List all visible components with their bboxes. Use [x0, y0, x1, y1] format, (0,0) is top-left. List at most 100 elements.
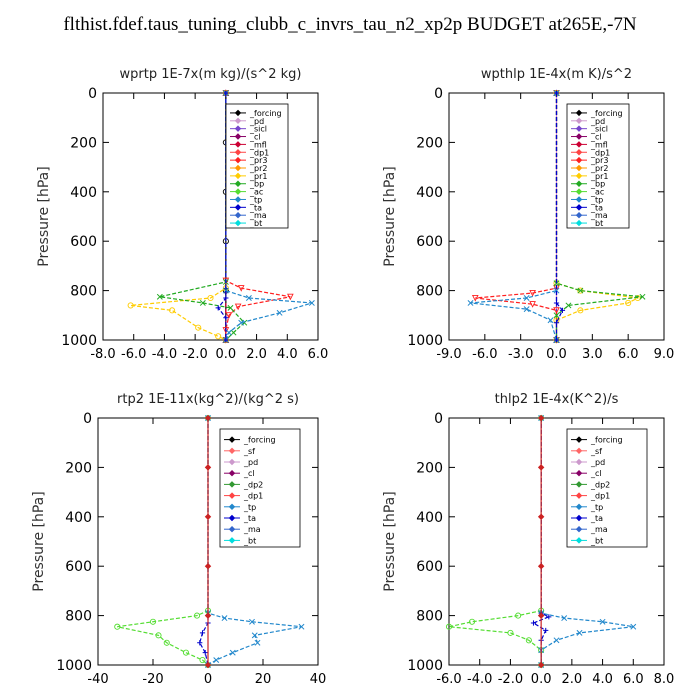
- data-point: [298, 623, 305, 630]
- legend-marker: [228, 537, 236, 544]
- legend-entry: _dp1: [590, 148, 610, 157]
- x-tick-label: 9.0: [654, 347, 675, 362]
- legend-marker: [575, 492, 583, 499]
- legend-marker: [575, 204, 583, 211]
- data-point: [630, 623, 637, 630]
- data-point: [199, 299, 206, 306]
- data-point: [223, 295, 229, 301]
- data-point: [204, 661, 212, 669]
- legend-entry: _bp: [590, 180, 605, 189]
- x-tick-label: 4.0: [277, 347, 298, 362]
- data-point: [221, 615, 228, 622]
- data-point: [155, 632, 162, 639]
- data-point: [199, 657, 206, 664]
- legend-marker: [575, 481, 583, 488]
- data-point: [163, 639, 170, 646]
- data-point: [507, 629, 514, 636]
- y-tick-label: 0: [434, 411, 443, 427]
- legend-entry: _tp: [590, 503, 603, 512]
- legend-marker: [234, 117, 242, 125]
- legend-entry: _pd: [243, 458, 258, 467]
- data-point: [276, 309, 283, 316]
- data-point: [546, 614, 552, 620]
- data-point: [468, 618, 476, 625]
- data-point: [223, 337, 229, 343]
- y-tick-label: 0: [434, 86, 443, 102]
- legend-entry: _pr1: [249, 172, 267, 181]
- series-line: [217, 93, 227, 340]
- legend-entry: _mfl: [249, 140, 267, 149]
- chart-panel-1: wprtp 1E-7x(m kg)/(s^2 kg) 0 200 400 600 800 1…: [36, 67, 328, 362]
- x-tick-label: 20: [255, 672, 272, 687]
- data-point: [204, 464, 212, 471]
- x-tick-label: 0.0: [216, 347, 237, 362]
- data-point: [169, 307, 176, 314]
- legend-entry: _pr2: [590, 164, 608, 173]
- legend-entry: _tp: [590, 195, 603, 204]
- chart-panel-3: rtp2 1E-11x(kg^2)/(kg^2 s)02004006008001…: [31, 392, 326, 687]
- legend-marker: [234, 141, 242, 148]
- data-point: [543, 627, 549, 634]
- data-point: [523, 295, 530, 301]
- legend-marker: [575, 133, 583, 140]
- chart-title: rtp2 1E-11x(kg^2)/(kg^2 s): [117, 392, 299, 407]
- legend-marker: [575, 436, 583, 443]
- legend-entry: _forcing: [590, 436, 623, 445]
- legend-marker: [575, 503, 583, 511]
- legend-marker: [575, 219, 583, 227]
- series-line: [225, 93, 313, 341]
- data-point: [156, 293, 163, 300]
- data-point: [287, 293, 294, 301]
- y-tick-label: 200: [416, 135, 443, 151]
- legend-entry: _ac: [590, 188, 604, 197]
- data-point: [537, 513, 545, 521]
- chart-title: wpthlp 1E-4x(m K)/s^2: [481, 67, 632, 82]
- data-point: [227, 304, 234, 311]
- legend-entry: _dp1: [243, 492, 263, 501]
- data-point: [213, 657, 220, 664]
- legend-entry: _bt: [590, 536, 603, 545]
- legend-marker: [575, 141, 583, 148]
- y-tick-label: 1000: [56, 658, 92, 674]
- data-point: [149, 618, 157, 625]
- data-point: [561, 615, 568, 622]
- series-forcing: [204, 414, 212, 669]
- data-point: [225, 329, 232, 336]
- legend-marker: [234, 211, 242, 219]
- x-tick-label: 0: [204, 672, 212, 687]
- data-point: [215, 305, 221, 311]
- series-tp: [205, 415, 305, 668]
- data-point: [204, 562, 212, 570]
- data-point: [230, 329, 237, 336]
- data-point: [195, 324, 202, 331]
- legend-entry: _forcing: [590, 109, 623, 118]
- series-line: [470, 93, 558, 341]
- data-point: [553, 637, 560, 644]
- x-tick-label: -2.0: [498, 672, 523, 687]
- data-point: [237, 285, 245, 292]
- series-line: [448, 418, 542, 665]
- legend-entry: _pd: [249, 117, 264, 126]
- data-point: [308, 299, 315, 306]
- x-tick-label: -40: [87, 672, 108, 687]
- data-point: [553, 280, 560, 287]
- data-point: [515, 612, 522, 619]
- series-line: [475, 93, 558, 340]
- data-point: [202, 650, 208, 656]
- legend-marker: [575, 188, 583, 195]
- legend-entry: _cl: [243, 469, 255, 478]
- series-tp: [222, 90, 315, 343]
- data-point: [254, 639, 261, 646]
- y-tick-label: 200: [416, 460, 443, 476]
- legend-entry: _dp2: [243, 480, 263, 489]
- y-axis-label: Pressure [hPa]: [382, 166, 398, 266]
- data-point: [537, 612, 545, 619]
- y-tick-label: 200: [70, 135, 97, 151]
- data-point: [222, 287, 229, 294]
- data-point: [445, 623, 453, 630]
- legend-marker: [228, 447, 236, 455]
- series-line: [117, 418, 209, 666]
- data-point: [249, 618, 255, 625]
- legend-entry: _ma: [249, 211, 267, 220]
